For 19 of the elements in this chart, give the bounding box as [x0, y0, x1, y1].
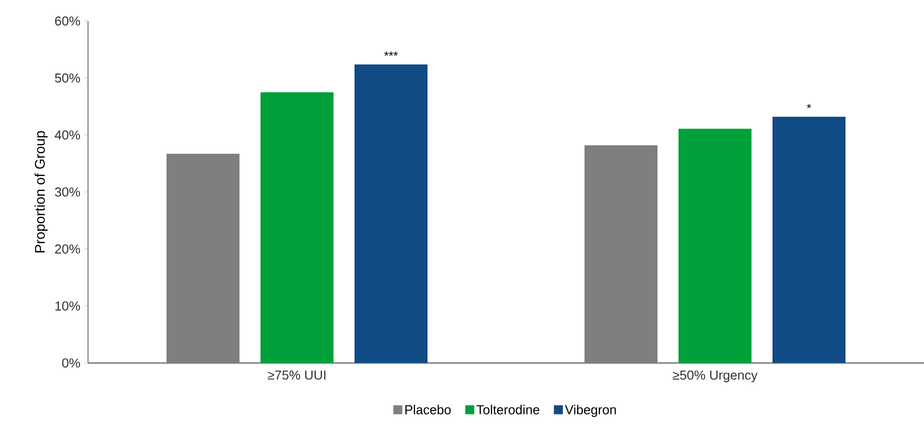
legend-label: Tolterodine	[476, 404, 540, 414]
y-tick-label: 30%	[54, 187, 80, 197]
y-tick-label: 20%	[55, 244, 80, 254]
annotation: ***	[384, 52, 398, 56]
legend-label: Placebo	[405, 404, 451, 414]
x-tick-label: ≥75% UUI	[268, 370, 326, 380]
y-tick-label: 40%	[54, 130, 80, 140]
annotation: *	[806, 104, 812, 108]
legend-label: Vibegron	[564, 404, 616, 417]
bar	[260, 92, 334, 363]
bar	[772, 116, 846, 363]
y-tick-label: 0%	[62, 358, 80, 368]
y-tick-label: 50%	[54, 73, 80, 83]
y-axis-title: Proportion of Group	[34, 131, 48, 252]
y-tick-label: 60%	[55, 16, 80, 26]
bar	[678, 128, 752, 363]
x-tick-label: ≥50% Urgency	[672, 370, 758, 382]
bar	[354, 64, 428, 363]
y-tick-label: 10%	[55, 301, 80, 311]
